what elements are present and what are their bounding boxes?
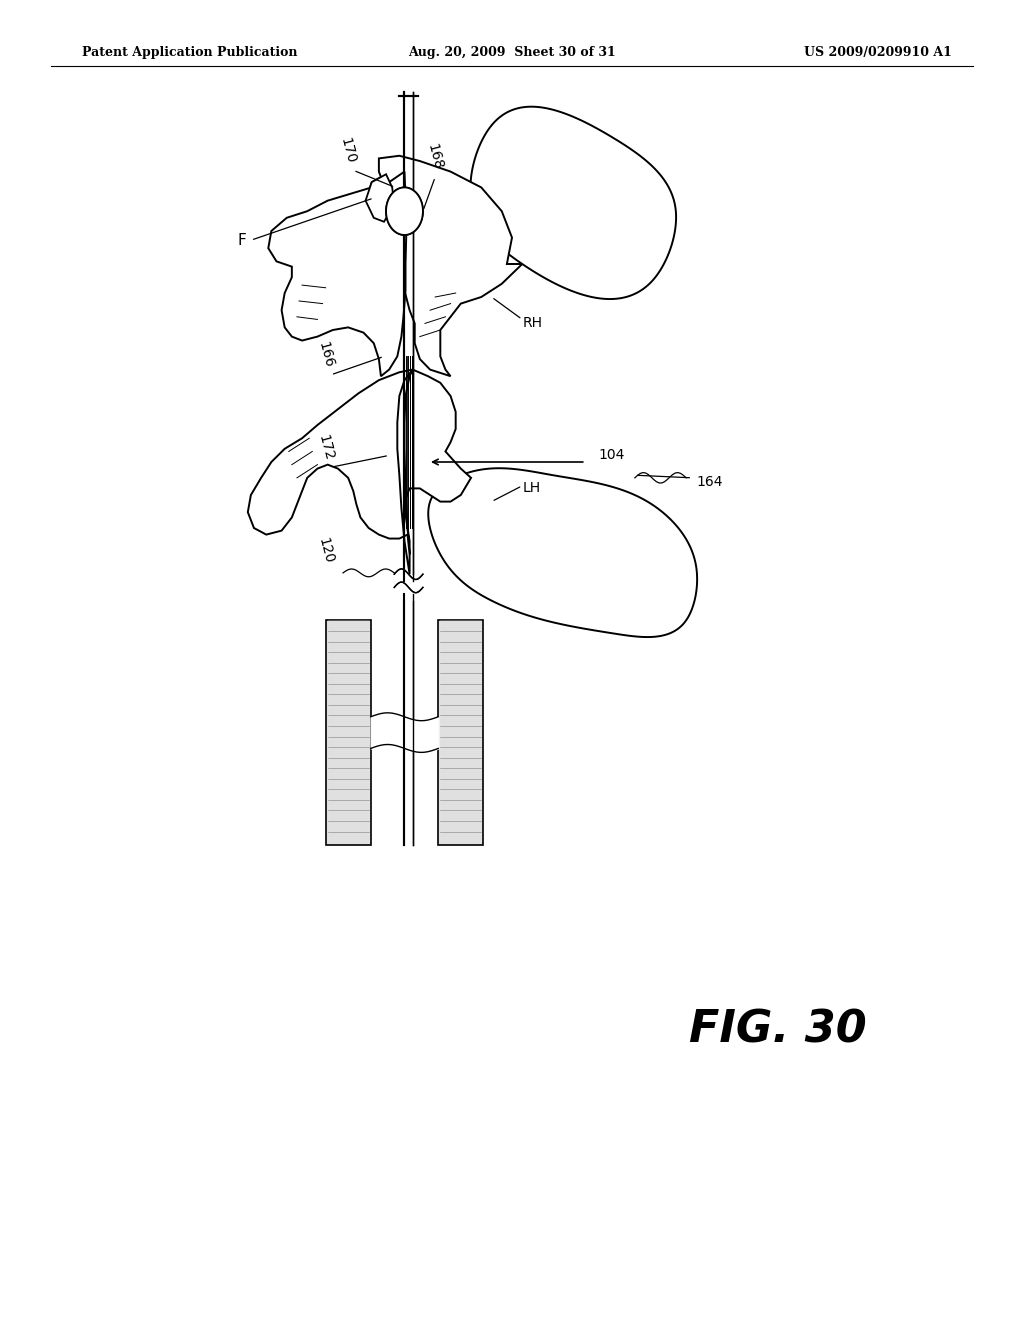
Polygon shape [268,172,407,376]
Polygon shape [428,469,697,638]
Polygon shape [404,370,471,554]
Text: US 2009/0209910 A1: US 2009/0209910 A1 [805,46,952,59]
Polygon shape [379,156,522,376]
Text: 164: 164 [696,475,723,488]
Text: 168: 168 [425,143,445,172]
Text: 104: 104 [598,449,625,462]
Text: Patent Application Publication: Patent Application Publication [82,46,297,59]
Polygon shape [248,370,413,574]
Bar [438,620,483,845]
Polygon shape [386,187,423,235]
Text: 172: 172 [315,433,336,462]
Text: 170: 170 [338,136,358,165]
Text: 166: 166 [315,341,336,370]
Bar [326,620,371,845]
Text: F: F [237,232,246,248]
Polygon shape [386,187,423,235]
Text: FIG. 30: FIG. 30 [689,1008,867,1051]
Polygon shape [366,174,394,222]
Polygon shape [366,174,394,222]
Text: Aug. 20, 2009  Sheet 30 of 31: Aug. 20, 2009 Sheet 30 of 31 [409,46,615,59]
Text: RH: RH [522,317,543,330]
Text: LH: LH [522,482,541,495]
Text: 120: 120 [315,536,336,565]
Polygon shape [470,107,676,300]
